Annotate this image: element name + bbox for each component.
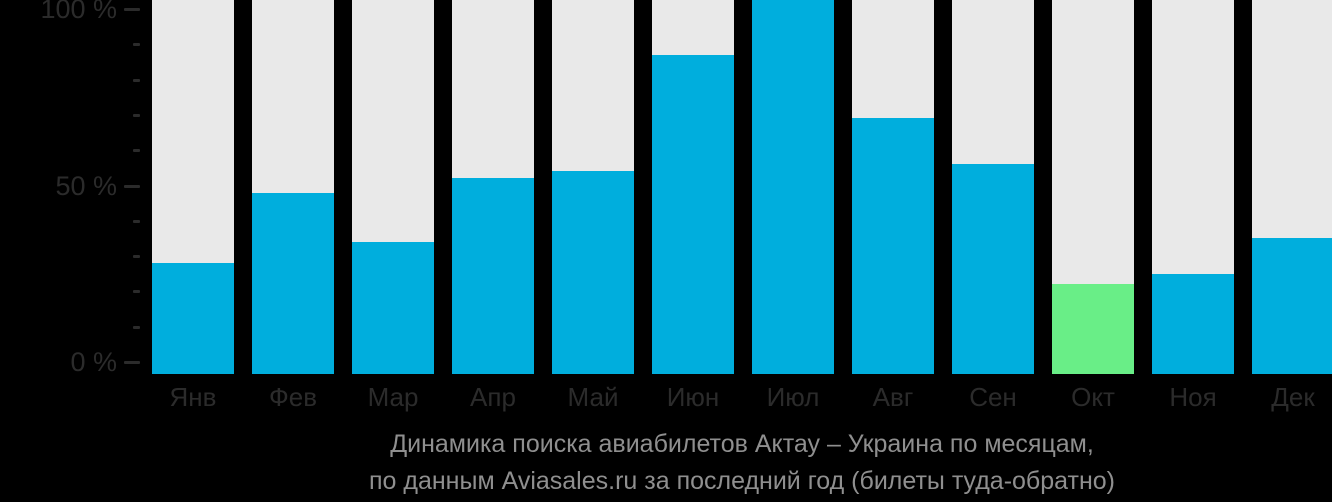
x-axis-label-Апр: Апр: [470, 382, 516, 412]
x-axis-label-Июл: Июл: [766, 382, 820, 412]
y-minor-tick-40: [133, 220, 140, 223]
y-minor-tick-30: [133, 255, 140, 258]
bar-slot-Окт: [1052, 0, 1134, 374]
y-minor-tick-20: [133, 290, 140, 293]
bar-fill-Май: [552, 171, 634, 374]
x-axis-label-Ноя: Ноя: [1169, 382, 1217, 412]
x-axis-label-Сен: Сен: [969, 382, 1017, 412]
x-axis-label-Авг: Авг: [872, 382, 914, 412]
bar-fill-Июл: [752, 0, 834, 374]
y-axis-label-100: 100 %: [40, 0, 117, 24]
chart-title-line-2: по данным Aviasales.ru за последний год …: [369, 467, 1115, 495]
x-axis-label-Июн: Июн: [666, 382, 720, 412]
x-axis-label-Фев: Фев: [268, 382, 318, 412]
bar-slot-Авг: [852, 0, 934, 374]
bar-fill-Дек: [1252, 238, 1332, 374]
bar-fill-Мар: [352, 242, 434, 374]
y-minor-tick-90: [133, 43, 140, 46]
plot-area: [152, 0, 1332, 374]
bar-slot-Дек: [1252, 0, 1332, 374]
y-axis-label-0: 0 %: [70, 347, 117, 377]
bar-slot-Янв: [152, 0, 234, 374]
y-minor-tick-70: [133, 114, 140, 117]
bar-fill-Окт: [1052, 284, 1134, 374]
bar-fill-Ноя: [1152, 274, 1234, 374]
bar-slot-Июл: [752, 0, 834, 374]
y-axis-label-50: 50 %: [55, 171, 117, 201]
bar-fill-Июн: [652, 55, 734, 374]
y-major-tick-100: [124, 8, 140, 11]
bar-fill-Сен: [952, 164, 1034, 374]
bar-fill-Апр: [452, 178, 534, 374]
y-major-tick-0: [124, 361, 140, 364]
bar-fill-Фев: [252, 193, 334, 374]
bar-slot-Мар: [352, 0, 434, 374]
x-axis-label-Янв: Янв: [169, 382, 217, 412]
bar-slot-Июн: [652, 0, 734, 374]
chart-title-line-1: Динамика поиска авиабилетов Актау – Укра…: [390, 430, 1094, 458]
bar-fill-Авг: [852, 118, 934, 374]
bar-slot-Ноя: [1152, 0, 1234, 374]
chart-title: Динамика поиска авиабилетов Актау – Укра…: [152, 426, 1332, 500]
bar-slot-Фев: [252, 0, 334, 374]
y-major-tick-50: [124, 185, 140, 188]
y-minor-tick-10: [133, 326, 140, 329]
x-axis-label-Дек: Дек: [1271, 382, 1315, 412]
bar-slot-Сен: [952, 0, 1034, 374]
bar-fill-Янв: [152, 263, 234, 374]
x-axis-label-Мар: Мар: [367, 382, 419, 412]
x-axis-label-Окт: Окт: [1071, 382, 1115, 412]
bar-slot-Май: [552, 0, 634, 374]
x-axis-label-Май: Май: [567, 382, 619, 412]
y-minor-tick-60: [133, 149, 140, 152]
y-minor-tick-80: [133, 79, 140, 82]
bar-slot-Апр: [452, 0, 534, 374]
